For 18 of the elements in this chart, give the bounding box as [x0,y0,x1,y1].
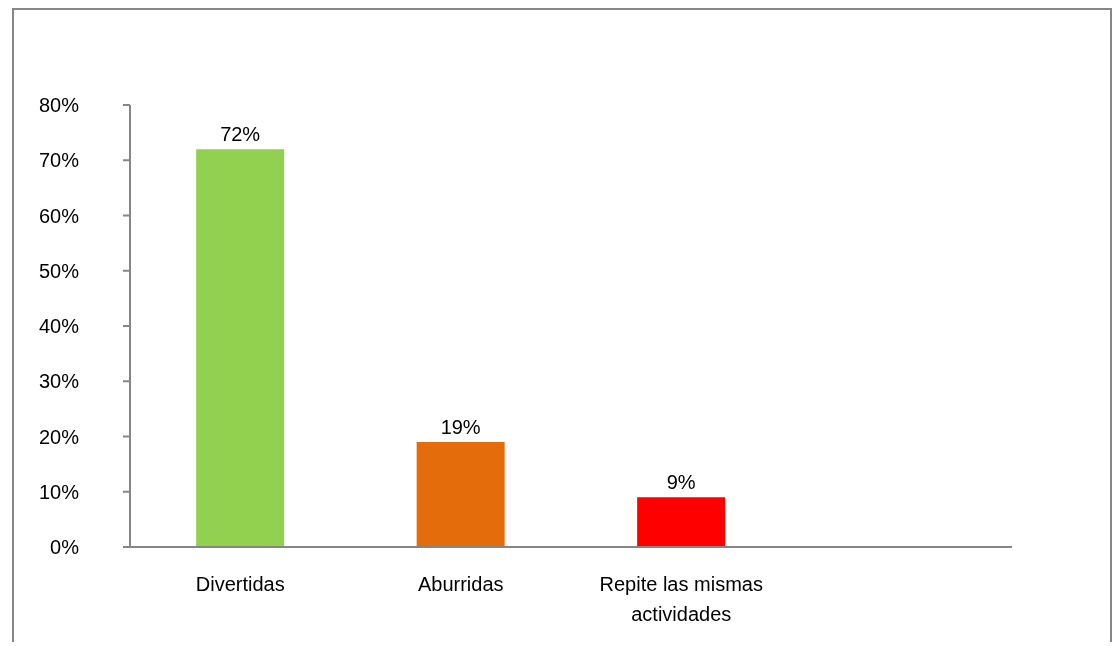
y-tick-label: 70% [38,149,80,172]
y-tick-label: 40% [38,315,80,338]
y-tick-label: 0% [50,536,80,559]
bar [416,442,505,547]
y-tick-label: 30% [38,370,80,393]
y-tick-label: 60% [38,204,80,227]
data-label: 72% [220,123,261,146]
y-tick-label: 50% [38,259,80,282]
y-tick-label: 80% [38,94,80,117]
x-tick-label: Aburridas [417,573,504,596]
bar [196,149,285,547]
data-label: 19% [440,416,481,439]
bar [637,497,726,547]
data-label: 9% [666,471,696,494]
x-tick-label: Divertidas [195,573,285,596]
y-tick-label: 20% [38,425,80,448]
y-tick-label: 10% [38,480,80,503]
x-tick-label: Repite las mismas actividades [599,573,763,626]
